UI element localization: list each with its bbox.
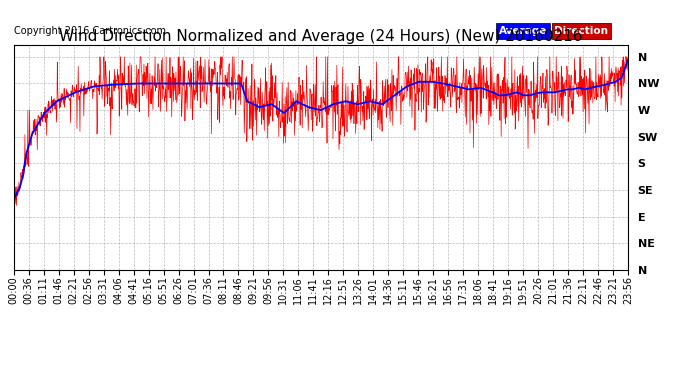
Title: Wind Direction Normalized and Average (24 Hours) (New) 20160216: Wind Direction Normalized and Average (2… xyxy=(59,29,582,44)
Text: Direction: Direction xyxy=(554,26,608,36)
Text: Copyright 2016 Cartronics.com: Copyright 2016 Cartronics.com xyxy=(14,26,166,36)
Text: Average: Average xyxy=(499,26,547,36)
